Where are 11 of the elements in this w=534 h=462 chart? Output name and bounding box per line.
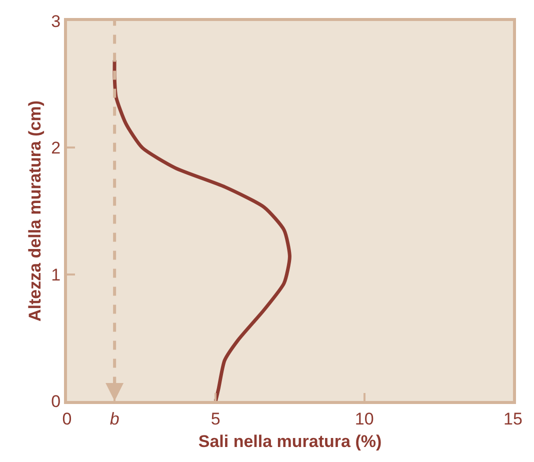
y-axis-title: Altezza della muratura (cm) — [26, 100, 45, 322]
x-tick-label: 5 — [210, 409, 220, 428]
y-tick-label: 3 — [51, 12, 61, 31]
x-tick-label: b — [110, 409, 120, 428]
y-tick-label: 1 — [51, 265, 61, 284]
y-tick-label: 0 — [51, 392, 61, 411]
x-tick-label: 15 — [504, 409, 522, 428]
x-axis-title: Sali nella muratura (%) — [198, 432, 382, 451]
line-series — [112, 58, 292, 401]
x-tick-label: 10 — [354, 409, 374, 428]
y-tick-label: 2 — [51, 138, 61, 158]
